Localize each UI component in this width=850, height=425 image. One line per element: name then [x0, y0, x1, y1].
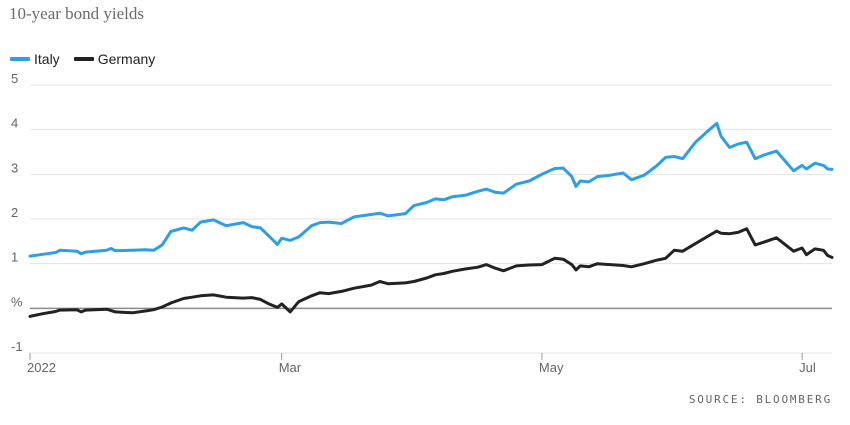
legend: Italy Germany [10, 51, 169, 67]
y-tick-label: 4 [11, 116, 18, 131]
source-note: SOURCE: BLOOMBERG [688, 393, 832, 406]
legend-label-germany: Germany [97, 51, 156, 67]
y-tick-label: 3 [11, 160, 18, 175]
series-line-italy [28, 121, 834, 258]
legend-item-italy: Italy [10, 51, 60, 67]
series-line-germany [28, 227, 834, 318]
legend-swatch-italy [10, 57, 30, 61]
legend-swatch-germany [73, 57, 94, 61]
x-tick-label: May [539, 360, 564, 375]
chart-title: 10-year bond yields [9, 4, 145, 23]
y-tick-label: % [11, 294, 23, 309]
y-tick-label: 5 [11, 71, 18, 86]
y-tick-label: -1 [11, 339, 23, 354]
legend-label-italy: Italy [34, 51, 60, 67]
x-tick-label: 2022 [27, 360, 56, 375]
x-tick-label: Jul [799, 360, 816, 375]
y-tick-label: 1 [11, 250, 18, 265]
legend-item-germany: Germany [73, 51, 156, 67]
y-tick-label: 2 [11, 205, 18, 220]
x-tick-label: Mar [279, 360, 302, 375]
